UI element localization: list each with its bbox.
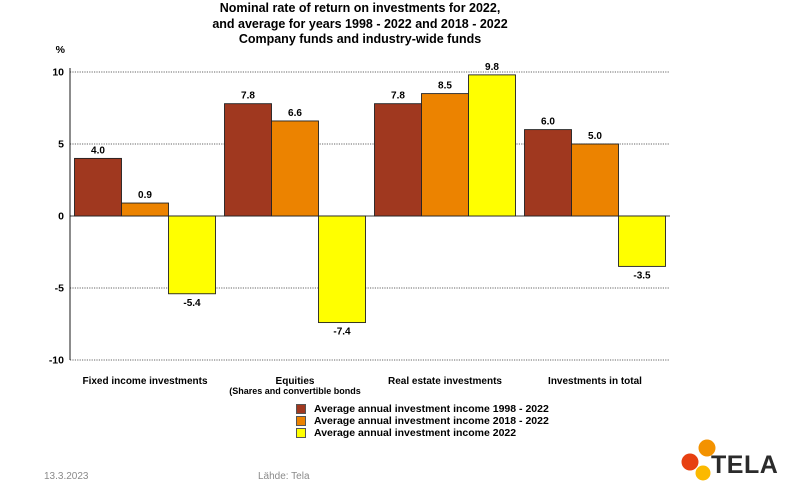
data-label: 5.0 (588, 131, 602, 142)
y-tick-label: -10 (49, 355, 64, 367)
bar (468, 74, 516, 217)
x-category-sublabel: (Shares and convertible bonds (229, 386, 361, 396)
legend-label: Average annual investment income 2022 (314, 427, 517, 439)
data-label: 4.0 (91, 145, 105, 156)
legend-label: Average annual investment income 2018 - … (314, 415, 549, 427)
legend-label: Average annual investment income 1998 - … (314, 403, 549, 415)
bar (571, 143, 619, 217)
y-tick-label: 5 (58, 139, 64, 151)
legend-item: Average annual investment income 1998 - … (296, 403, 549, 415)
bar (168, 215, 216, 295)
data-label: 8.5 (438, 81, 452, 92)
bar (524, 129, 572, 217)
bar (74, 157, 122, 217)
legend-item: Average annual investment income 2018 - … (296, 415, 549, 427)
chart-legend: Average annual investment income 1998 - … (296, 403, 549, 439)
data-label: -7.4 (333, 327, 351, 338)
y-tick-label: -5 (55, 283, 64, 295)
y-tick-label: 0 (58, 211, 64, 223)
chart-title-line-3: Company funds and industry-wide funds (238, 32, 482, 46)
data-label: 9.8 (485, 62, 499, 73)
x-category-label: Equities (276, 376, 315, 387)
logo-text: TELA (711, 451, 779, 479)
footer-source: Lähde: Tela (258, 471, 310, 482)
bar (121, 202, 169, 217)
data-label: 6.0 (541, 117, 555, 128)
chart-title-line-1: Nominal rate of return on investments fo… (219, 1, 501, 15)
legend-swatch (296, 416, 306, 426)
bar (618, 215, 666, 267)
tela-logo: TELA (680, 435, 780, 485)
bar (271, 120, 319, 217)
y-axis-label: % (56, 44, 66, 56)
x-category-label: Fixed income investments (82, 376, 207, 387)
bar (224, 103, 272, 217)
footer-date: 13.3.2023 (44, 471, 89, 482)
x-category-label: Investments in total (548, 376, 642, 387)
legend-swatch (296, 428, 306, 438)
bar-chart: 10 5 0 -5 -10% 4.0 7.8 7.8 6.0 0.9 6.6 8.5 5.0 -5.4 -7… (49, 44, 670, 396)
x-category-label: Real estate investments (388, 376, 502, 387)
chart-title-line-2: and average for years 1998 - 2022 and 20… (212, 16, 508, 31)
data-label: 7.8 (241, 91, 255, 102)
legend-swatch (296, 404, 306, 414)
legend-item: Average annual investment income 2022 (296, 427, 549, 439)
bar (374, 103, 422, 217)
chart-title: Nominal rate of return on investments fo… (150, 1, 570, 48)
data-label: 0.9 (138, 190, 152, 201)
tela-logo-icon (681, 439, 716, 481)
bar (318, 215, 366, 324)
data-label: 7.8 (391, 91, 405, 102)
bar (421, 93, 469, 217)
y-tick-label: 10 (52, 67, 64, 79)
data-label: -5.4 (183, 298, 201, 309)
data-label: -3.5 (633, 270, 651, 281)
data-label: 6.6 (288, 108, 302, 119)
